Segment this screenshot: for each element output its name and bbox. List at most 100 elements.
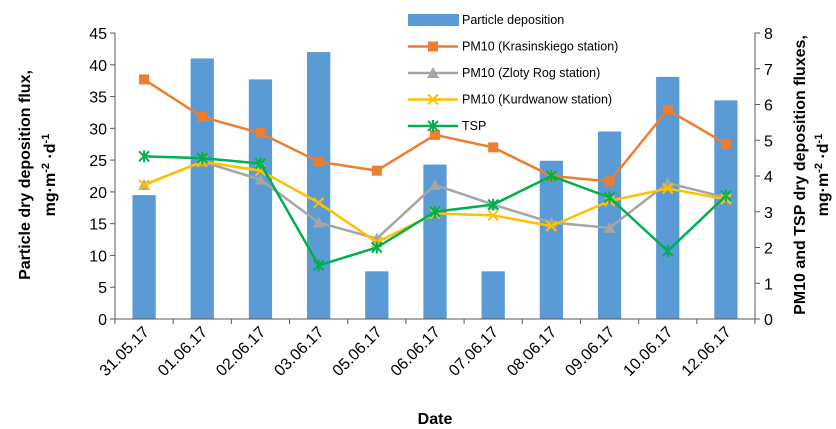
bar: [132, 195, 156, 319]
y-right-tick-label: 1: [764, 276, 773, 293]
series-point-shape: [312, 259, 325, 272]
series-point: [371, 241, 383, 254]
series-point: [603, 191, 616, 204]
y-right-tick-label: 7: [764, 62, 773, 79]
series-point: [196, 152, 208, 165]
series-point-shape: [254, 157, 267, 170]
series-point: [197, 112, 208, 123]
legend-marker-shape: [427, 93, 439, 106]
y-right-tick-label: 8: [764, 26, 773, 43]
series-point-shape: [430, 129, 440, 140]
legend-marker: [427, 120, 439, 132]
series-point: [662, 182, 674, 195]
series-point: [429, 205, 441, 218]
legend-label: PM10 (Krasinskiego station): [462, 40, 618, 54]
y-left-tick-label: 30: [89, 121, 107, 138]
bar: [714, 100, 738, 319]
series-point: [429, 178, 441, 190]
legend: Particle deposition PM10 (Krasinskiego st…: [408, 13, 618, 133]
series-point: [604, 176, 615, 187]
series-point: [720, 189, 732, 202]
series-point-shape: [662, 104, 673, 115]
series-point-shape: [312, 216, 325, 228]
y-axis-right-unit-base: mg·m: [815, 173, 832, 217]
bar: [190, 58, 214, 320]
series-point: [487, 209, 499, 222]
series-point: [371, 165, 382, 176]
legend-label: PM10 (Kurdwanow station): [462, 93, 612, 107]
series-point-shape: [720, 189, 732, 202]
y-axis-right-title-line1: PM10 and TSP dry deposition fluxes,: [792, 35, 809, 315]
series-point: [545, 170, 558, 182]
y-left-tick-label: 5: [98, 280, 107, 297]
x-tick-label: 12.06.17: [679, 324, 735, 380]
series-point-shape: [371, 165, 382, 176]
y-left-tick-label: 25: [89, 153, 107, 170]
series-point-shape: [603, 191, 616, 204]
legend-label: PM10 (Zloty Rog station): [462, 66, 600, 80]
y-axis-left-unit-sup1: -2: [40, 163, 52, 173]
y-right-tick-label: 3: [764, 205, 773, 222]
x-tick-label: 09.06.17: [562, 324, 618, 380]
x-tick-label: 31.05.17: [97, 324, 153, 380]
legend-swatch-bars: [408, 14, 459, 26]
x-tick-label: 02.06.17: [213, 324, 269, 380]
y-left-tick-label: 35: [89, 90, 107, 107]
series-point: [603, 221, 616, 233]
series-point-shape: [603, 221, 616, 233]
series-point: [138, 150, 150, 163]
bar: [365, 271, 389, 319]
series-point-shape: [371, 241, 383, 254]
y-axis-left-unit-sup2: -1: [40, 134, 52, 144]
x-tick-label: 10.06.17: [620, 324, 676, 380]
series-point: [254, 173, 267, 185]
y-right-tick-label: 0: [764, 312, 773, 329]
series-point: [313, 156, 324, 167]
series-point: [312, 197, 325, 209]
legend-label: TSP: [462, 119, 486, 133]
series-point-shape: [196, 152, 208, 165]
legend-marker: [427, 93, 439, 106]
series-point-shape: [487, 209, 499, 222]
series-point-shape: [488, 142, 499, 153]
series-point: [430, 129, 440, 140]
series-point-shape: [604, 176, 615, 187]
series-point-shape: [313, 156, 324, 167]
x-tick-label: 05.06.17: [330, 324, 386, 380]
x-tick-label: 01.06.17: [155, 324, 211, 380]
series-point-shape: [720, 138, 731, 149]
series-point-shape: [662, 182, 674, 195]
series-point-shape: [197, 112, 208, 123]
bar: [656, 76, 680, 319]
y-left-tick-label: 20: [89, 185, 107, 202]
x-tick-label: 08.06.17: [504, 324, 560, 380]
x-tick-label: 06.06.17: [388, 324, 444, 380]
y-right-tick-label: 2: [764, 241, 773, 258]
series-point-shape: [138, 179, 150, 191]
series-point-shape: [662, 245, 674, 258]
legend-marker: [427, 67, 439, 78]
y-right-tick-label: 6: [764, 98, 773, 115]
series-point: [720, 138, 731, 149]
series-point-shape: [545, 170, 558, 182]
series-point: [312, 259, 325, 272]
series-point: [662, 245, 674, 258]
series-point: [488, 142, 499, 153]
y-axis-left-unit: mg·m-2 ·d-1: [40, 134, 59, 217]
series-point-shape: [312, 197, 325, 209]
y-left-tick-label: 45: [89, 26, 107, 43]
series-point: [312, 216, 325, 228]
series-point: [139, 74, 150, 85]
y-axis-left-unit-base: mg·m: [42, 173, 59, 217]
bar: [423, 164, 447, 319]
series-point: [255, 128, 266, 139]
y-left-tick-label: 0: [98, 312, 107, 329]
y-left-tick-label: 10: [89, 248, 107, 265]
series-point-shape: [139, 74, 150, 85]
legend-marker-shape: [428, 41, 438, 52]
y-axis-right-unit-sup1: -2: [813, 163, 825, 173]
series-point-shape: [255, 128, 266, 139]
legend-marker-shape: [427, 120, 439, 132]
